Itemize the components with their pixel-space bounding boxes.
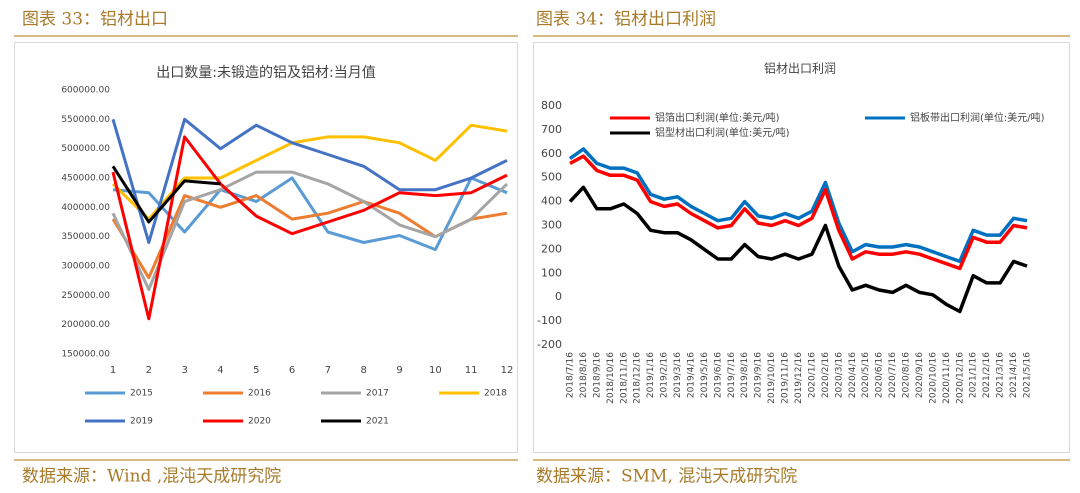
line-series <box>111 135 508 321</box>
x-tick-label: 10 <box>429 365 442 376</box>
x-tick-label: 2018/11/16 <box>619 352 629 404</box>
legend-label: 2018 <box>484 389 507 399</box>
x-tick-label: 2020/5/16 <box>861 352 871 398</box>
y-tick-label: 600000.00 <box>61 86 110 96</box>
y-tick-label: 500000.00 <box>61 144 110 154</box>
line-series <box>569 154 1028 271</box>
y-tick-label: 800 <box>541 99 562 112</box>
line-series <box>568 147 1028 264</box>
x-tick-label: 2020/8/16 <box>902 352 912 398</box>
x-tick-label: 2019/6/16 <box>713 352 723 398</box>
y-tick-label: 100 <box>541 266 562 279</box>
y-tick-label: 300000.00 <box>61 262 110 272</box>
legend-label: 2019 <box>130 417 153 427</box>
y-tick-label: 300 <box>541 219 562 232</box>
chart-title: 出口数量:未锻造的铝及铝材:当月值 <box>156 65 375 81</box>
source: 数据来源：SMM, 混沌天成研究院 <box>536 467 797 487</box>
y-tick-label: 250000.00 <box>61 291 110 301</box>
y-tick-label: -200 <box>537 338 562 351</box>
chart-frame <box>533 42 1070 453</box>
y-tick-label: 550000.00 <box>61 115 110 125</box>
x-tick-label: 2018/12/16 <box>633 352 643 404</box>
line-series <box>111 123 508 221</box>
y-tick-label: 500 <box>541 171 562 184</box>
y-tick-label: -100 <box>537 314 562 327</box>
line-series <box>111 117 508 244</box>
x-tick-label: 2018/7/16 <box>566 352 576 398</box>
x-tick-label: 2020/4/16 <box>848 352 858 398</box>
chart-frame <box>14 42 518 453</box>
x-tick-label: 2020/11/16 <box>942 352 952 404</box>
x-tick-label: 8 <box>361 365 367 376</box>
legend-label: 2015 <box>130 389 153 399</box>
legend-label: 2020 <box>248 417 271 427</box>
x-tick-label: 2021/1/16 <box>969 352 979 398</box>
legend-label: 铝板带出口利润(单位:美元/吨) <box>910 111 1045 124</box>
legend-label: 2021 <box>366 417 389 427</box>
x-tick-label: 2020/3/16 <box>834 352 844 398</box>
line-series <box>111 165 221 224</box>
y-tick-label: 700 <box>541 123 562 136</box>
y-tick-label: 400000.00 <box>61 203 110 213</box>
x-tick-label: 2019/8/16 <box>740 352 750 398</box>
x-tick-label: 2020/9/16 <box>915 352 925 398</box>
line-series <box>568 185 1028 314</box>
x-tick-label: 2019/9/16 <box>754 352 764 398</box>
caption: 图表 34：铝材出口利润 <box>536 10 716 30</box>
y-tick-label: 350000.00 <box>61 232 110 242</box>
x-tick-label: 2019/10/16 <box>767 352 777 404</box>
source: 数据来源：Wind ,混沌天成研究院 <box>22 467 281 487</box>
x-tick-label: 2020/10/16 <box>928 352 938 404</box>
x-tick-label: 2019/2/16 <box>660 352 670 398</box>
x-tick-label: 2019/7/16 <box>727 352 737 398</box>
x-tick-label: 2019/1/16 <box>646 352 656 398</box>
x-tick-label: 5 <box>253 365 259 376</box>
x-tick-label: 2019/5/16 <box>700 352 710 398</box>
x-tick-label: 2019/12/16 <box>794 352 804 404</box>
x-tick-label: 11 <box>465 365 478 376</box>
line-series <box>111 170 509 291</box>
x-tick-label: 2021/4/16 <box>1009 352 1019 398</box>
x-tick-label: 6 <box>289 365 295 376</box>
x-tick-label: 3 <box>181 365 187 376</box>
chart-title: 铝材出口利润 <box>764 61 836 76</box>
y-tick-label: 200 <box>541 242 562 255</box>
x-tick-label: 7 <box>325 365 331 376</box>
x-tick-label: 1 <box>110 365 116 376</box>
legend-label: 铝箔出口利润(单位:美元/吨) <box>655 111 780 124</box>
x-tick-label: 2020/7/16 <box>888 352 898 398</box>
x-tick-label: 9 <box>396 365 402 376</box>
x-tick-label: 4 <box>217 365 223 376</box>
x-tick-label: 2021/5/16 <box>1023 352 1033 398</box>
y-tick-label: 600 <box>541 147 562 160</box>
x-tick-label: 2018/10/16 <box>606 352 616 404</box>
x-tick-label: 2019/3/16 <box>673 352 683 398</box>
x-tick-label: 2020/12/16 <box>955 352 965 404</box>
x-tick-label: 2020/2/16 <box>821 352 831 398</box>
legend-label: 铝型材出口利润(单位:美元/吨) <box>655 126 790 139</box>
x-tick-label: 2018/9/16 <box>592 352 602 398</box>
x-tick-label: 2019/11/16 <box>781 352 791 404</box>
x-tick-label: 2020/6/16 <box>875 352 885 398</box>
y-tick-label: 400 <box>541 195 562 208</box>
line-series <box>112 176 508 252</box>
x-tick-label: 2021/2/16 <box>982 352 992 398</box>
x-tick-label: 2019/4/16 <box>686 352 696 398</box>
x-tick-label: 2021/3/16 <box>996 352 1006 398</box>
y-tick-label: 0 <box>555 290 562 303</box>
y-tick-label: 450000.00 <box>61 174 110 184</box>
legend-label: 2016 <box>248 389 271 399</box>
x-tick-label: 12 <box>501 365 514 376</box>
caption: 图表 33：铝材出口 <box>22 10 168 30</box>
x-tick-label: 2020/1/16 <box>807 352 817 398</box>
x-tick-label: 2 <box>146 365 152 376</box>
y-tick-label: 150000.00 <box>61 350 110 360</box>
y-tick-label: 200000.00 <box>61 320 110 330</box>
x-tick-label: 2018/8/16 <box>579 352 589 398</box>
legend-label: 2017 <box>366 389 389 399</box>
